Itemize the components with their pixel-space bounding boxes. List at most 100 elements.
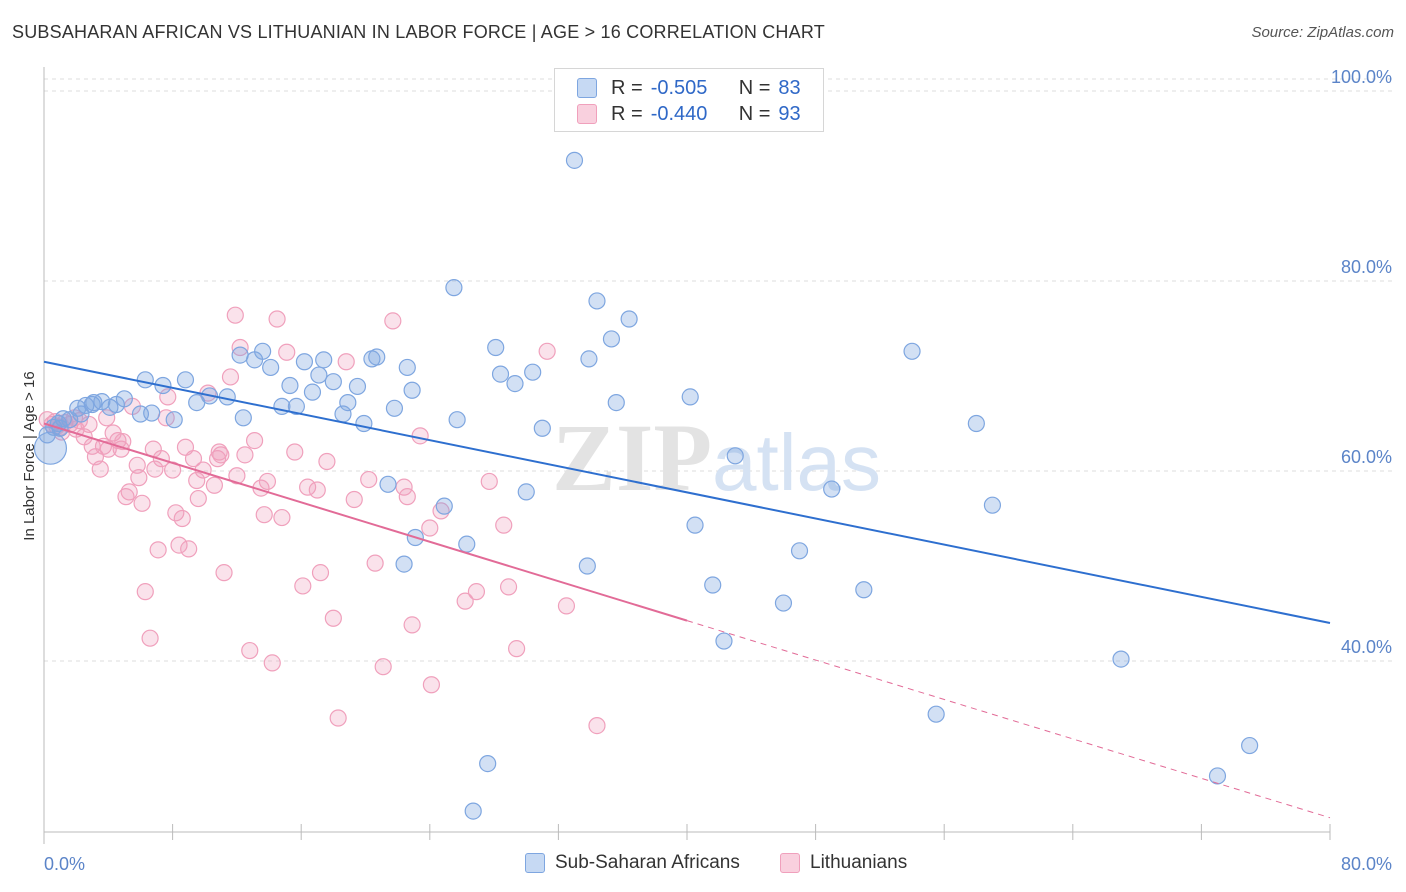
scatter-point — [411, 427, 429, 445]
y-tick-label: 40.0% — [1341, 637, 1392, 657]
scatter-point — [295, 353, 314, 371]
scatter-point — [337, 353, 355, 371]
legend-item-lithuanians[interactable]: Lithuanians — [780, 852, 907, 874]
tick-labels: 40.0% 60.0% 80.0% 100.0% 0.0% 80.0% — [44, 67, 1392, 874]
scatter-point — [231, 346, 249, 364]
scatter-point — [686, 516, 704, 534]
scatter-point — [254, 342, 272, 360]
scatter-point — [533, 419, 551, 437]
legend-item-sub-saharan-africans[interactable]: Sub-Saharan Africans — [525, 852, 740, 874]
scatter-point — [445, 279, 463, 297]
scatter-point — [927, 705, 945, 723]
scatter-point — [234, 409, 252, 427]
scatter-point — [226, 306, 244, 324]
scatter-point — [120, 483, 138, 501]
scatter-point — [435, 497, 453, 515]
chart-source: Source: ZipAtlas.com — [1251, 24, 1394, 41]
scatter-point — [299, 478, 317, 496]
scatter-point — [379, 475, 397, 493]
legend-label: Sub-Saharan Africans — [555, 852, 740, 873]
scatter-point — [141, 629, 159, 647]
scatter-point — [146, 460, 164, 478]
scatter-point — [236, 446, 254, 464]
scatter-point — [403, 381, 421, 399]
watermark-zip: ZIP — [552, 404, 712, 511]
scatter-point — [136, 583, 154, 601]
scatter-point — [517, 483, 535, 501]
watermark: ZIP atlas — [552, 404, 881, 511]
scatter-point — [294, 577, 312, 595]
scatter-point — [311, 564, 330, 582]
scatter-point — [360, 470, 378, 489]
scatter-point — [774, 594, 793, 612]
scatter-point — [212, 446, 230, 464]
legend-row-blue: R = -0.505 N = 83 — [577, 76, 801, 100]
legend-label: Lithuanians — [810, 852, 908, 873]
scatter-point — [210, 443, 228, 461]
scatter-point — [588, 292, 606, 310]
y-axis-label: In Labor Force | Age > 16 — [21, 371, 38, 540]
scatter-point — [149, 541, 167, 559]
legend-r-label: R = — [611, 76, 643, 99]
legend-n-value: 83 — [778, 76, 801, 99]
scatter-point — [403, 616, 421, 634]
trend-lines — [43, 360, 1331, 819]
scatter-point — [620, 310, 638, 328]
legend-series: Sub-Saharan Africans Lithuanians — [0, 852, 1406, 876]
scatter-point — [456, 592, 474, 610]
scatter-point — [790, 542, 809, 560]
scatter-point — [83, 395, 101, 414]
scatter-point — [176, 371, 195, 389]
scatter-point — [72, 405, 90, 423]
legend-swatch-blue — [577, 78, 597, 98]
scatter-point — [726, 447, 744, 465]
scatter-point — [184, 450, 203, 468]
scatter-point — [602, 330, 621, 348]
scatter-point — [374, 658, 392, 676]
chart-title: SUBSAHARAN AFRICAN VS LITHUANIAN IN LABO… — [12, 22, 825, 42]
scatter-point — [398, 358, 416, 377]
scatter-point — [508, 640, 526, 658]
scatter-point — [255, 506, 273, 524]
legend-swatch-blue — [525, 853, 545, 873]
scatter-point — [273, 508, 291, 527]
scatter-point — [339, 394, 357, 412]
series-sub-saharan-africans — [33, 151, 1259, 820]
scatter-point — [588, 716, 606, 735]
legend-r-label: R = — [611, 102, 643, 125]
scatter-point — [467, 583, 486, 601]
scatter-point — [173, 509, 191, 528]
y-tick-label: 60.0% — [1341, 447, 1392, 467]
scatter-point — [324, 609, 342, 627]
legend-n-value: 93 — [778, 102, 801, 125]
scatter-point — [538, 342, 556, 360]
x-tick-label: 80.0% — [1341, 854, 1392, 874]
scatter-point — [464, 802, 482, 820]
scatter-point — [681, 388, 699, 406]
scatter-point — [33, 431, 68, 465]
scatter-point — [715, 632, 733, 650]
scatter-point — [348, 377, 367, 396]
scatter-point — [130, 469, 148, 487]
series-lithuanians — [38, 306, 606, 735]
scatter-point — [128, 456, 146, 474]
scatter-point — [385, 399, 404, 417]
scatter-point — [422, 676, 441, 694]
scatter-point — [1241, 736, 1259, 755]
y-tick-label: 80.0% — [1341, 257, 1392, 277]
scatter-point — [499, 578, 518, 596]
scatter-point — [205, 476, 223, 494]
scatter-point — [355, 414, 373, 433]
scatter-point — [98, 409, 116, 427]
scatter-point — [506, 375, 524, 393]
scatter-point — [903, 342, 921, 360]
scatter-point — [565, 151, 584, 169]
scatter-point — [368, 348, 386, 366]
legend-r-value: -0.440 — [650, 102, 708, 125]
scatter-point — [855, 581, 873, 599]
scatter-point — [329, 709, 347, 727]
scatter-point — [228, 467, 246, 485]
scatter-point — [315, 351, 333, 369]
legend-row-pink: R = -0.440 N = 93 — [577, 102, 801, 126]
scatter-point — [432, 502, 450, 520]
